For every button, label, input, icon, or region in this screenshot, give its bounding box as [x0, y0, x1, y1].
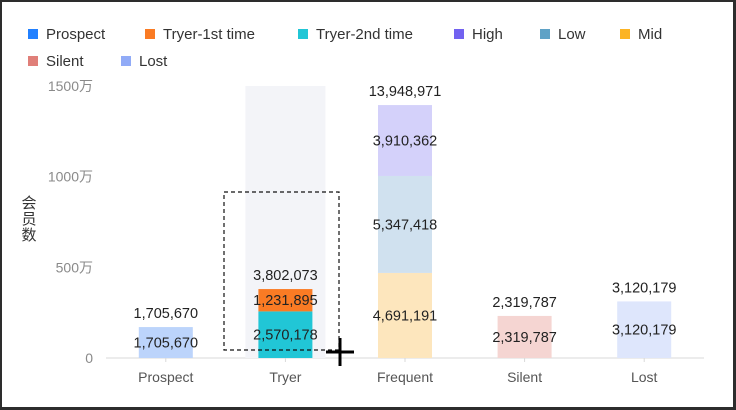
bar-series[interactable] [138, 105, 672, 358]
brush-selection-box[interactable] [223, 191, 340, 351]
legend-swatch [28, 56, 38, 66]
legend-item-silent[interactable]: Silent [28, 53, 84, 70]
x-axis: Prospect Tryer Frequent Silent Lost [138, 358, 658, 385]
y-axis-label-char: 会 [21, 195, 36, 212]
legend-swatch [145, 29, 155, 39]
y-axis-label-char: 员 [21, 211, 36, 228]
segment-label-tryer-tryer-2nd-time: 2,570,178 [253, 328, 318, 344]
selection-overlay[interactable] [223, 191, 354, 366]
bar-tryer-tryer-1st-time[interactable] [258, 289, 313, 312]
bar-silent-silent[interactable] [497, 315, 552, 358]
segment-label-silent-silent: 2,319,787 [492, 330, 557, 346]
legend-swatch [620, 29, 630, 39]
legend-item-mid[interactable]: Mid [620, 26, 662, 43]
legend-label: Tryer-1st time [163, 26, 255, 43]
segment-label-tryer-tryer-1st-time: 1,231,895 [253, 293, 318, 309]
legend-label: Mid [638, 26, 662, 43]
y-axis-label: 会员数 [21, 195, 36, 244]
legend[interactable]: Prospect Tryer-1st time Tryer-2nd time High… [28, 26, 662, 70]
total-label-frequent: 13,948,971 [369, 84, 442, 100]
total-label-tryer: 3,802,073 [253, 268, 318, 284]
segment-label-prospect-prospect: 1,705,670 [134, 336, 199, 352]
total-label-lost: 3,120,179 [612, 280, 677, 296]
y-axis: 0 500万 1000万 1500万 [48, 78, 704, 366]
data-labels: 1,705,670 2,570,178 1,231,895 4,691,191 5,34… [134, 84, 677, 351]
legend-item-high[interactable]: High [454, 26, 503, 43]
total-label-silent: 2,319,787 [492, 295, 557, 311]
legend-label: Silent [46, 53, 84, 70]
legend-swatch [540, 29, 550, 39]
bar-frequent-high[interactable] [378, 105, 432, 176]
legend-label: Prospect [46, 26, 106, 43]
y-axis-label-char: 数 [21, 227, 36, 244]
legend-swatch [454, 29, 464, 39]
legend-label: Lost [139, 53, 168, 70]
legend-item-low[interactable]: Low [540, 26, 586, 43]
x-tick-label-prospect: Prospect [138, 369, 193, 385]
segment-label-frequent-mid: 4,691,191 [373, 308, 438, 324]
x-tick-label-tryer: Tryer [269, 369, 301, 385]
legend-item-prospect[interactable]: Prospect [28, 26, 106, 43]
y-tick-label: 500万 [56, 259, 93, 275]
y-tick-label: 1000万 [48, 169, 93, 185]
legend-swatch [121, 56, 131, 66]
bar-prospect-prospect[interactable] [138, 327, 193, 358]
legend-label: High [472, 26, 503, 43]
legend-item-lost[interactable]: Lost [121, 53, 168, 70]
segment-label-frequent-low: 5,347,418 [373, 217, 438, 233]
legend-label: Low [558, 26, 586, 43]
bar-frequent-mid[interactable] [378, 272, 432, 358]
y-tick-label: 0 [85, 350, 93, 366]
y-tick-label: 1500万 [48, 78, 93, 94]
x-tick-label-silent: Silent [507, 369, 542, 385]
segment-label-lost-lost: 3,120,179 [612, 323, 677, 339]
total-label-prospect: 1,705,670 [134, 306, 199, 322]
x-tick-label-frequent: Frequent [377, 369, 433, 385]
legend-item-tryer-1st-time[interactable]: Tryer-1st time [145, 26, 255, 43]
legend-swatch [298, 29, 308, 39]
segment-label-frequent-high: 3,910,362 [373, 134, 438, 150]
bar-lost-lost[interactable] [617, 301, 672, 358]
legend-swatch [28, 29, 38, 39]
bar-frequent-low[interactable] [378, 175, 432, 273]
x-tick-label-lost: Lost [631, 369, 658, 385]
legend-item-tryer-2nd-time[interactable]: Tryer-2nd time [298, 26, 413, 43]
legend-label: Tryer-2nd time [316, 26, 413, 43]
